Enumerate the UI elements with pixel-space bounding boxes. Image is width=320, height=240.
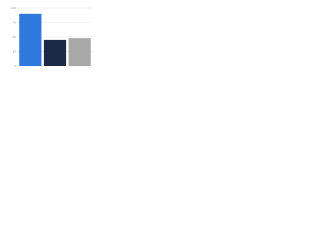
y-tick-label: 0	[14, 64, 16, 68]
y-tick-label: 75	[13, 20, 17, 24]
y-tick-label: 25	[13, 49, 17, 53]
bar	[43, 39, 67, 66]
bar	[68, 38, 91, 66]
chart: 0 25 50 75 100	[11, 6, 92, 68]
bar	[19, 13, 42, 67]
y-tick-label: 100	[11, 6, 16, 10]
y-tick-label: 50	[13, 35, 17, 39]
